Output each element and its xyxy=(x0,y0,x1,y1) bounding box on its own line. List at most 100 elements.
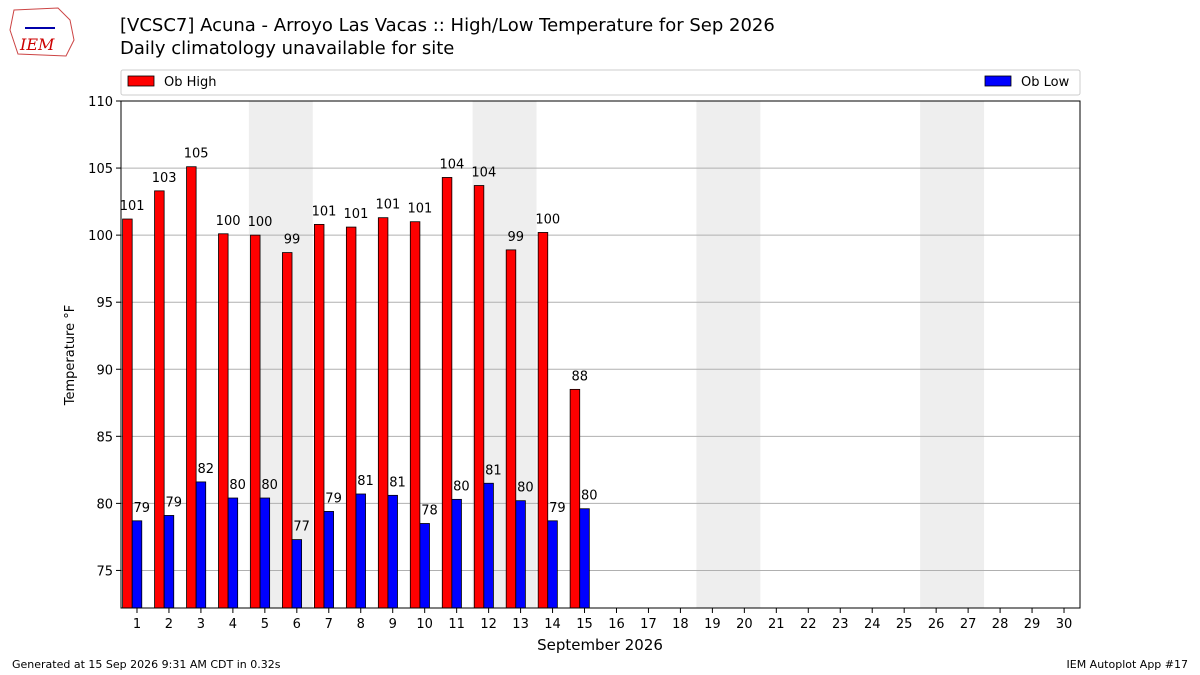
chart-title: [VCSC7] Acuna - Arroyo Las Vacas :: High… xyxy=(120,15,775,36)
bar xyxy=(387,494,398,609)
data-label: 104 xyxy=(471,166,496,181)
bar xyxy=(441,177,453,609)
data-label: 101 xyxy=(407,202,432,217)
data-label: 100 xyxy=(216,214,241,229)
x-tick-label: 26 xyxy=(928,617,945,632)
x-tick-label: 9 xyxy=(389,617,397,632)
y-tick-label: 90 xyxy=(96,363,113,378)
footer-right: IEM Autoplot App #17 xyxy=(1067,658,1189,671)
logo: IEM xyxy=(9,7,75,57)
bar xyxy=(291,539,303,609)
x-tick-label: 7 xyxy=(325,617,333,632)
x-tick-label: 24 xyxy=(864,617,881,632)
x-tick-label: 6 xyxy=(293,617,301,632)
bar xyxy=(250,234,261,609)
x-tick-label: 19 xyxy=(704,617,721,632)
plot-frame xyxy=(120,100,1081,609)
x-tick-label: 1 xyxy=(133,617,141,632)
legend-label: Ob High xyxy=(164,75,217,90)
bar xyxy=(122,218,133,609)
bar xyxy=(515,500,526,609)
legend-label: Ob Low xyxy=(1021,75,1070,90)
data-label: 88 xyxy=(571,369,588,384)
bar xyxy=(259,497,271,609)
footer-left: Generated at 15 Sep 2026 9:31 AM CDT in … xyxy=(12,658,281,671)
data-label: 99 xyxy=(508,230,525,245)
bar xyxy=(377,217,389,609)
x-tick-label: 16 xyxy=(608,617,625,632)
weekend-shade xyxy=(920,101,985,608)
x-tick-label: 4 xyxy=(229,617,237,632)
legend-swatch xyxy=(984,75,1012,87)
x-tick-label: 25 xyxy=(896,617,913,632)
data-label: 104 xyxy=(439,157,464,172)
bar xyxy=(227,497,239,609)
bar xyxy=(186,166,197,609)
bar xyxy=(131,520,143,609)
bar xyxy=(345,226,357,609)
data-label: 101 xyxy=(376,198,401,213)
data-label: 103 xyxy=(152,171,177,186)
data-label: 101 xyxy=(120,199,145,214)
bar xyxy=(218,233,229,609)
data-label: 105 xyxy=(184,147,209,162)
bar xyxy=(419,523,430,609)
chart-subtitle: Daily climatology unavailable for site xyxy=(120,38,454,59)
data-label: 80 xyxy=(517,481,534,496)
y-tick-label: 85 xyxy=(96,430,113,445)
x-axis-label: September 2026 xyxy=(537,636,663,654)
legend xyxy=(120,69,1081,96)
y-axis-label: Temperature °F xyxy=(63,305,78,406)
data-label: 81 xyxy=(485,463,502,478)
data-label: 78 xyxy=(421,504,438,519)
x-tick-label: 3 xyxy=(197,617,205,632)
x-tick-label: 23 xyxy=(832,617,849,632)
y-tick-label: 100 xyxy=(88,229,113,244)
bar xyxy=(355,493,366,609)
y-tick-label: 75 xyxy=(96,564,113,579)
x-tick-label: 14 xyxy=(544,617,561,632)
y-tick-label: 110 xyxy=(88,95,113,110)
data-label: 81 xyxy=(389,475,406,490)
data-label: 80 xyxy=(261,478,278,493)
bar xyxy=(569,388,581,609)
x-tick-label: 8 xyxy=(357,617,365,632)
data-label: 80 xyxy=(453,479,470,494)
x-tick-label: 10 xyxy=(416,617,433,632)
data-label: 101 xyxy=(344,207,369,222)
bar xyxy=(409,221,421,609)
x-tick-label: 28 xyxy=(992,617,1009,632)
bar xyxy=(313,223,325,609)
data-label: 99 xyxy=(284,233,301,248)
x-tick-label: 11 xyxy=(448,617,465,632)
x-tick-label: 20 xyxy=(736,617,753,632)
bar xyxy=(473,185,485,609)
data-label: 100 xyxy=(248,215,273,230)
x-tick-label: 18 xyxy=(672,617,689,632)
bar xyxy=(163,515,175,609)
logo-text: IEM xyxy=(19,35,55,54)
x-tick-label: 30 xyxy=(1056,617,1073,632)
bar xyxy=(323,511,334,609)
data-label: 80 xyxy=(581,489,598,504)
data-label: 101 xyxy=(312,204,337,219)
data-label: 82 xyxy=(197,462,214,477)
x-tick-label: 27 xyxy=(960,617,977,632)
bar xyxy=(537,232,549,609)
data-label: 79 xyxy=(165,495,182,510)
bar xyxy=(579,508,590,609)
weekend-shade xyxy=(696,101,761,608)
x-tick-label: 12 xyxy=(480,617,497,632)
bar xyxy=(547,520,558,609)
bar xyxy=(154,190,165,609)
bar xyxy=(282,252,293,609)
data-label: 80 xyxy=(229,478,246,493)
data-label: 81 xyxy=(357,474,374,489)
x-tick-label: 29 xyxy=(1024,617,1041,632)
x-tick-label: 22 xyxy=(800,617,817,632)
data-label: 79 xyxy=(325,491,342,506)
bar xyxy=(451,498,462,609)
bar xyxy=(505,249,517,609)
x-tick-label: 15 xyxy=(576,617,593,632)
